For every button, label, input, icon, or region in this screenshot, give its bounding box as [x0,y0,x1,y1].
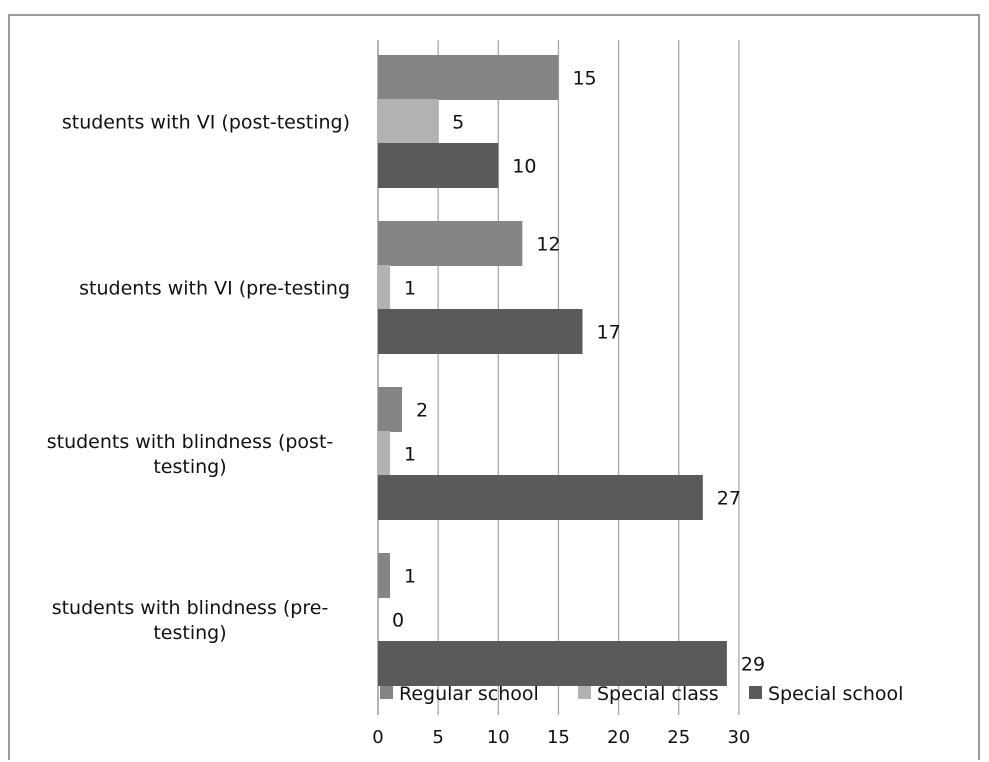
x-tick-label: 15 [547,727,570,748]
legend-swatch [380,686,393,699]
legend-label: Special school [768,683,903,705]
bar-regular-school [378,55,559,100]
data-label: 17 [597,322,621,344]
data-label: 2 [416,400,428,422]
legend-label: Special class [597,683,719,705]
data-label: 10 [512,156,536,178]
x-tick-label: 20 [607,727,630,748]
category-label: students with VI (pre-testing [79,278,350,300]
bar-special-class [378,431,391,476]
data-label: 27 [717,488,741,510]
x-tick-label: 30 [727,727,750,748]
chart-frame [8,14,980,760]
bar-special-school [378,641,727,686]
data-label: 12 [536,234,560,256]
bar-regular-school [378,221,523,266]
bar-special-school [378,475,703,520]
data-label: 29 [741,654,765,676]
legend-swatch [578,686,591,699]
bar-special-school [378,309,583,354]
data-label: 0 [392,610,404,632]
category-label: testing) [153,456,226,478]
data-label: 1 [404,278,416,300]
x-tick-label: 0 [372,727,383,748]
x-tick-label: 10 [487,727,510,748]
x-tick-label: 5 [432,727,443,748]
category-label: students with VI (post-testing) [62,112,350,134]
x-tick-label: 25 [667,727,690,748]
data-label: 15 [572,68,596,90]
bar-regular-school [378,553,391,598]
data-label: 1 [404,444,416,466]
legend-label: Regular school [399,683,539,705]
bar-special-class [378,265,391,310]
category-label: students with blindness (pre- [52,597,329,619]
category-label: testing) [153,622,226,644]
legend-swatch [749,686,762,699]
bar-special-class [378,99,439,144]
data-label: 5 [452,112,464,134]
bar-regular-school [378,387,403,432]
bar-special-school [378,143,499,188]
category-label: students with blindness (post- [47,431,334,453]
data-label: 1 [404,566,416,588]
